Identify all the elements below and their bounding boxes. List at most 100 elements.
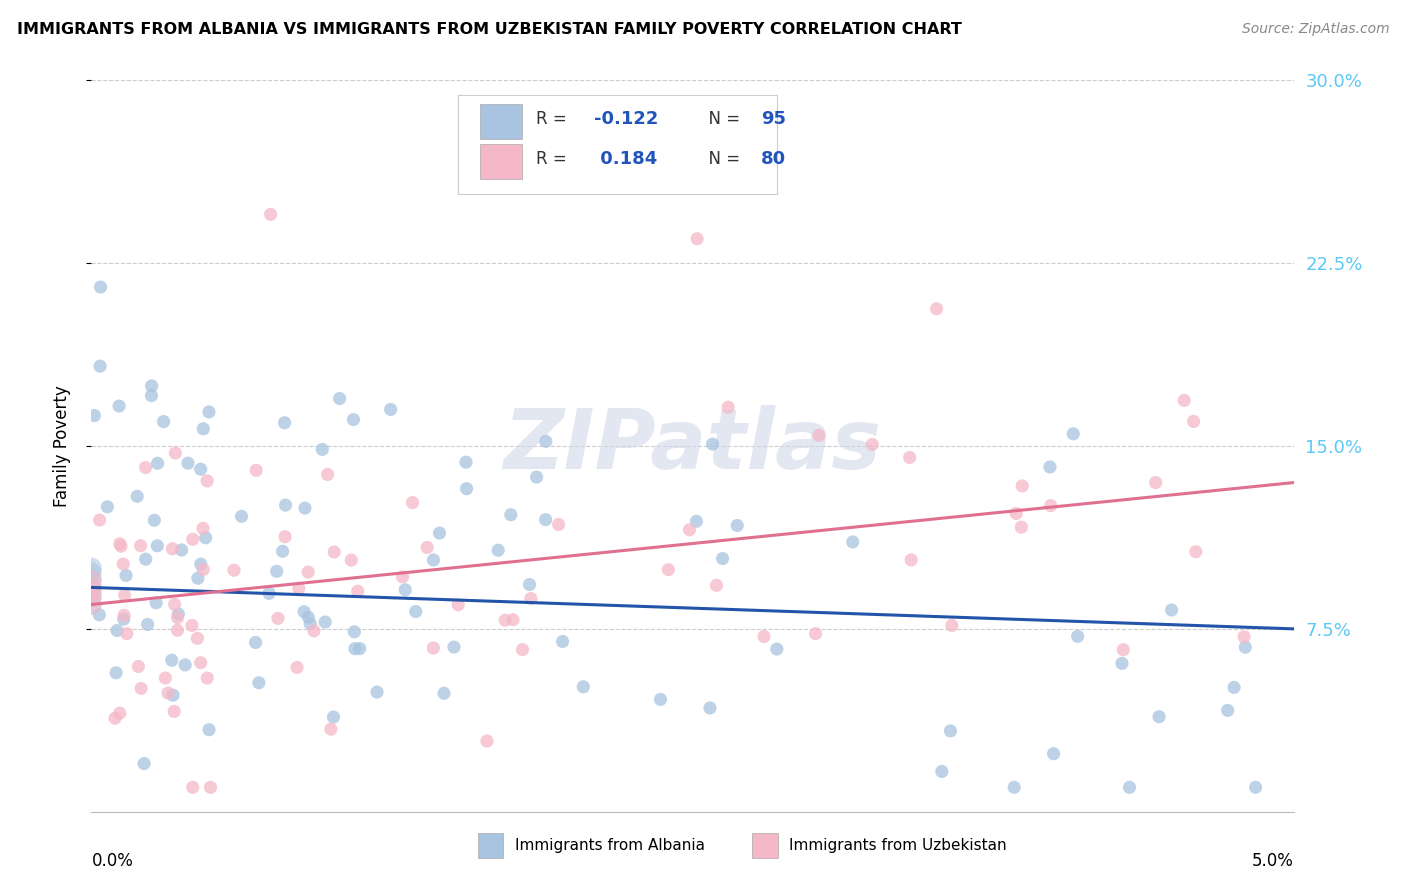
Text: Immigrants from Uzbekistan: Immigrants from Uzbekistan [789,838,1007,853]
Text: 0.184: 0.184 [593,150,657,169]
Point [475,734,498,748]
Point [187,571,209,585]
Point [157,686,180,700]
Text: -0.122: -0.122 [593,110,658,128]
Point [200,780,222,795]
Point [129,539,152,553]
Point [181,618,204,632]
Point [323,545,346,559]
Point [1010,520,1032,534]
Point [112,612,135,626]
Point [83,409,105,423]
Point [141,379,163,393]
Point [346,584,368,599]
Point [654,110,676,124]
Point [285,660,308,674]
Point [259,207,281,221]
Point [1118,780,1140,795]
Point [699,701,721,715]
Point [1112,642,1135,657]
Point [1223,681,1246,695]
Text: 0.0%: 0.0% [91,852,134,870]
Point [105,665,128,680]
Point [1173,393,1195,408]
Point [1147,710,1170,724]
Text: ZIPatlas: ZIPatlas [503,406,882,486]
Point [141,389,163,403]
Point [486,543,509,558]
Point [80,581,103,595]
Point [1039,460,1062,475]
Point [329,392,352,406]
Point [340,553,363,567]
Point [299,616,322,631]
Point [163,598,186,612]
Point [1144,475,1167,490]
Point [900,553,922,567]
Point [1042,747,1064,761]
Point [391,570,413,584]
Point [165,446,187,460]
Point [394,582,416,597]
Point [198,405,221,419]
Point [146,456,169,470]
Point [1062,426,1084,441]
Point [257,586,280,600]
Text: IMMIGRANTS FROM ALBANIA VS IMMIGRANTS FROM UZBEKISTAN FAMILY POVERTY CORRELATION: IMMIGRANTS FROM ALBANIA VS IMMIGRANTS FR… [17,22,962,37]
Point [311,442,333,457]
Point [80,573,103,587]
Point [108,399,131,413]
Text: 80: 80 [761,150,786,169]
Point [222,563,245,577]
Point [105,624,128,638]
Point [706,578,728,592]
Point [274,530,297,544]
Point [678,523,700,537]
Point [266,564,288,578]
Point [686,232,709,246]
Text: R =: R = [536,150,572,169]
Point [112,608,135,623]
Point [860,437,883,451]
Point [247,675,270,690]
Point [190,462,212,476]
Point [112,557,135,571]
Point [273,416,295,430]
Point [181,533,204,547]
Point [657,563,679,577]
Point [711,551,734,566]
Point [898,450,921,465]
Point [931,764,953,779]
Point [231,509,253,524]
Point [163,705,186,719]
Point [90,280,112,294]
Point [80,573,103,587]
Point [160,653,183,667]
Point [194,531,217,545]
Point [170,543,193,558]
Point [512,642,534,657]
Point [572,680,595,694]
Point [89,607,111,622]
Point [297,565,319,579]
Point [129,681,152,696]
Point [422,641,444,656]
Point [190,557,212,571]
Point [80,585,103,599]
Point [152,415,174,429]
Text: R =: R = [536,110,572,128]
Point [316,467,339,482]
Point [292,605,315,619]
Point [1182,414,1205,428]
Point [1111,657,1133,671]
Text: 5.0%: 5.0% [1251,852,1294,870]
Point [551,634,574,648]
Point [765,642,787,657]
Point [174,657,197,672]
Point [135,460,157,475]
Point [322,710,344,724]
Point [132,756,155,771]
Point [502,613,524,627]
Point [685,514,707,528]
Point [429,526,451,541]
